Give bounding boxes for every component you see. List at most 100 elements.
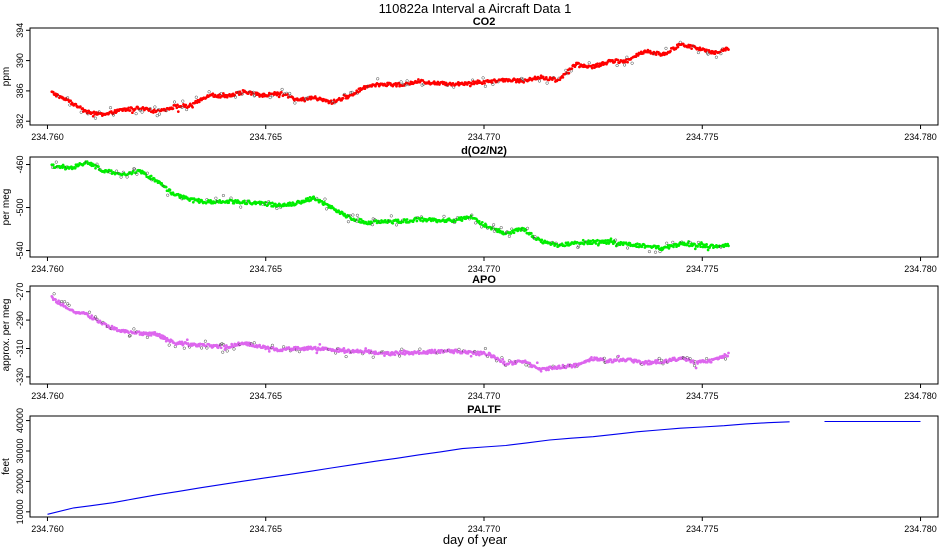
data-point [297, 350, 301, 354]
data-point [539, 369, 543, 373]
data-point [176, 103, 179, 107]
data-point [236, 90, 240, 94]
data-point [160, 182, 164, 185]
y-tick-label: -290 [15, 311, 25, 329]
data-point [609, 358, 613, 362]
data-point [616, 58, 620, 62]
data-point [537, 79, 542, 83]
data-point [533, 235, 537, 239]
data-point [134, 107, 137, 111]
data-point [351, 213, 355, 217]
data-point [677, 244, 681, 247]
data-point [657, 244, 660, 248]
data-point [211, 92, 215, 96]
data-point [261, 95, 264, 98]
y-axis: -270 -290 -310 -330 [15, 283, 30, 386]
y-tick-label: 386 [15, 83, 25, 98]
data-point [153, 105, 157, 109]
data-point [322, 203, 325, 207]
data-point [415, 219, 419, 223]
data-point [320, 199, 324, 203]
data-point [609, 237, 613, 241]
data-point [347, 349, 351, 352]
data-point [615, 63, 619, 68]
data-point [138, 108, 142, 112]
data-point [690, 47, 693, 50]
data-point [191, 105, 194, 109]
data-point [263, 203, 267, 207]
data-point [594, 242, 598, 245]
data-point [438, 351, 442, 355]
data-point [528, 361, 532, 365]
data-point [329, 99, 333, 103]
data-point [540, 238, 544, 242]
data-point [238, 90, 242, 94]
data-point [401, 220, 405, 224]
x-tick-label: 234.765 [249, 391, 282, 401]
data-point [693, 242, 696, 246]
data-point [587, 239, 590, 242]
data-point [640, 245, 644, 249]
panel-frame [29, 156, 939, 258]
data-point [267, 350, 271, 353]
data-point [480, 220, 484, 224]
data-point [166, 193, 170, 197]
data-point [125, 175, 129, 179]
data-point [669, 49, 672, 53]
data-point [207, 90, 211, 94]
data-point [152, 177, 156, 180]
data-point [636, 242, 639, 246]
data-point [184, 103, 188, 107]
data-point [69, 99, 72, 103]
data-point [58, 301, 62, 305]
data-point [313, 345, 317, 349]
data-point [535, 361, 539, 365]
data-point [698, 46, 702, 50]
data-point [557, 364, 561, 368]
data-point [350, 90, 354, 94]
data-point [714, 55, 718, 59]
data-point [614, 238, 618, 242]
series-apo [50, 292, 730, 373]
data-point [664, 358, 668, 362]
data-point [653, 244, 657, 248]
data-point [692, 361, 696, 365]
data-point [694, 366, 698, 370]
data-point [90, 314, 94, 317]
data-point [391, 221, 395, 225]
data-point [399, 80, 403, 84]
data-point [524, 363, 528, 367]
data-point [723, 357, 728, 361]
data-point [502, 360, 506, 364]
data-point [164, 185, 168, 189]
data-point [144, 173, 148, 176]
data-point [67, 303, 71, 307]
data-point [175, 106, 179, 110]
data-point [363, 87, 367, 91]
x-axis: 234.760 234.765 234.770 234.775 234.780 [31, 257, 937, 274]
data-point [155, 114, 159, 118]
y-axis-label: per meg [1, 189, 12, 226]
data-point [709, 360, 713, 364]
data-point [225, 349, 229, 353]
data-point [420, 216, 424, 220]
data-point [218, 93, 222, 96]
data-point [474, 221, 478, 225]
data-point [457, 347, 461, 351]
y-tick-label: 40000 [15, 408, 25, 433]
data-point [687, 45, 691, 49]
data-point [469, 354, 473, 358]
data-point [132, 327, 136, 331]
data-point [566, 241, 570, 244]
data-point [722, 355, 726, 358]
series-paltf [47, 420, 921, 515]
data-point [149, 174, 153, 178]
data-point [51, 163, 55, 167]
data-point [341, 349, 345, 353]
data-point [63, 300, 67, 304]
data-point [239, 205, 243, 209]
data-point [561, 76, 565, 79]
data-point [271, 201, 274, 205]
